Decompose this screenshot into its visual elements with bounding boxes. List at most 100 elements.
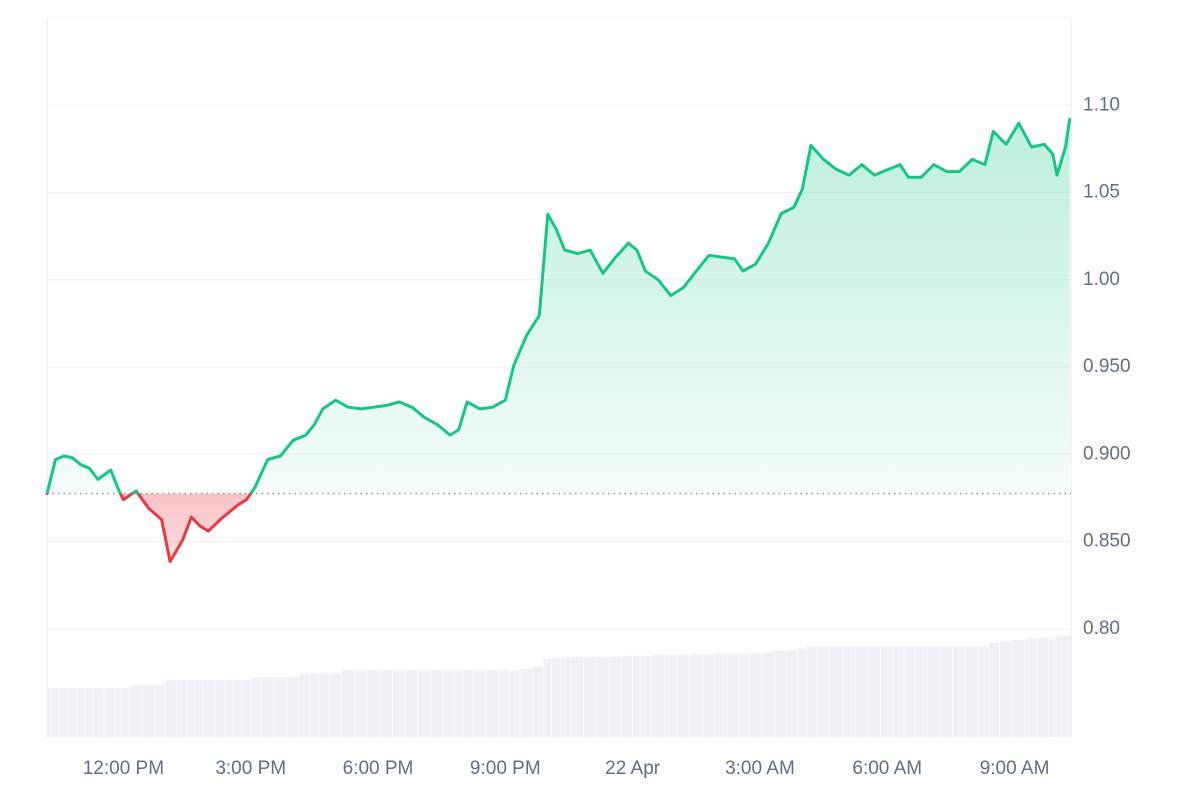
volume-bar — [842, 646, 855, 737]
volume-bar — [299, 673, 310, 737]
volume-bar — [965, 646, 978, 737]
volume-bar — [868, 646, 881, 737]
volume-bar — [664, 655, 677, 737]
volume-bar — [250, 677, 261, 737]
volume-bar — [47, 688, 51, 737]
volume-bar — [817, 646, 830, 737]
volume-bar — [689, 654, 703, 737]
x-tick-label: 3:00 AM — [725, 758, 795, 779]
volume-bar — [68, 688, 77, 737]
y-tick-label: 1.00 — [1083, 269, 1120, 290]
volume-bar — [702, 654, 715, 737]
volume-bar — [418, 670, 431, 737]
volume-bar — [551, 657, 560, 737]
volume-bar — [677, 655, 690, 737]
volume-bar — [431, 670, 444, 737]
volume-bar — [443, 670, 454, 737]
volume-bar — [1037, 637, 1048, 737]
volume-bar — [114, 688, 121, 737]
volume-bar — [715, 653, 728, 737]
x-tick-label: 6:00 AM — [852, 758, 922, 779]
volume-bar — [486, 670, 499, 737]
volume-bar — [454, 670, 463, 737]
y-tick-label: 0.80 — [1083, 618, 1120, 639]
x-tick-label: 9:00 PM — [470, 758, 541, 779]
volume-bar — [798, 648, 807, 737]
volume-bar — [233, 680, 242, 737]
volume-bar — [914, 646, 927, 737]
volume-bar — [392, 670, 405, 737]
volume-bar — [165, 680, 176, 737]
volume-bar — [532, 666, 543, 737]
volume-bar — [121, 688, 130, 737]
x-tick-label: 12:00 PM — [83, 758, 164, 779]
volume-bar — [225, 680, 234, 737]
volume-bar — [104, 688, 115, 737]
volume-bar — [880, 646, 894, 737]
price-area — [47, 119, 1070, 562]
volume-bar — [310, 673, 318, 737]
volume-bar — [596, 657, 609, 737]
volume-bar — [1061, 635, 1068, 737]
volume-bar — [774, 650, 787, 737]
volume-bar — [904, 646, 915, 737]
volume-bar — [354, 670, 367, 737]
volume-bar — [498, 670, 509, 737]
volume-bar — [927, 646, 940, 737]
volume-bar — [261, 677, 274, 737]
volume-bar — [571, 657, 584, 737]
price-line — [45, 117, 1072, 564]
x-tick-label: 22 Apr — [605, 758, 661, 779]
volume-bar — [829, 646, 843, 737]
y-tick-label: 0.950 — [1083, 356, 1131, 377]
volume-bar — [543, 658, 552, 737]
y-tick-label: 0.900 — [1083, 443, 1131, 464]
volume-bar — [728, 653, 739, 737]
volume-bar — [341, 670, 355, 737]
x-tick-label: 3:00 PM — [215, 758, 286, 779]
volume-bar — [641, 655, 652, 737]
volume-bar — [1067, 634, 1071, 737]
y-tick-label: 0.850 — [1083, 531, 1131, 552]
x-tick-label: 9:00 AM — [980, 758, 1050, 779]
volume-bar — [560, 657, 571, 737]
volume-bar — [978, 646, 989, 737]
volume-bar — [242, 680, 251, 737]
volume-bar — [1048, 637, 1055, 737]
volume-bar — [999, 641, 1012, 737]
volume-bar — [129, 685, 142, 737]
volume-bar — [51, 688, 60, 737]
volume-bar — [473, 670, 486, 737]
volume-bar — [204, 680, 215, 737]
volume-bar — [749, 652, 762, 737]
volume-bar — [806, 646, 817, 737]
volume-bar — [76, 688, 85, 737]
volume-bar — [893, 646, 904, 737]
volume-bar — [1025, 638, 1038, 737]
volume-bar — [155, 685, 166, 737]
volume-bar — [318, 673, 329, 737]
volume-bar — [274, 677, 287, 737]
volume-bar — [855, 646, 868, 737]
volume-bar — [367, 670, 380, 737]
volume-bar — [989, 642, 1000, 737]
volume-bar — [738, 653, 749, 737]
volume-bar — [380, 670, 393, 737]
volume-bar — [787, 650, 798, 737]
y-tick-label: 1.05 — [1083, 182, 1120, 203]
volume-bar — [405, 670, 418, 737]
volume-bar — [622, 655, 633, 737]
volume-bar — [329, 673, 342, 737]
volume-bar — [59, 688, 68, 737]
volume-bar — [940, 646, 953, 737]
volume-bar — [1012, 639, 1025, 737]
volume-bar — [762, 652, 775, 737]
volume-bar — [509, 670, 520, 737]
volume-bar — [286, 677, 299, 737]
volume-bar — [176, 680, 187, 737]
volume-bar — [187, 680, 195, 737]
volume-bar — [195, 680, 204, 737]
volume-bar — [462, 670, 473, 737]
